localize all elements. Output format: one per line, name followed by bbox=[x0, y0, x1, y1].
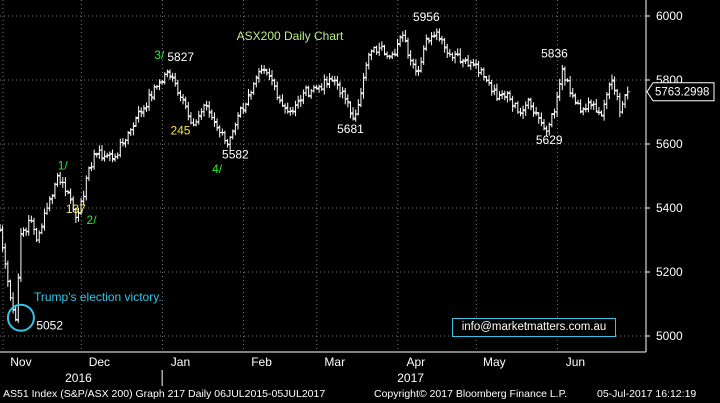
y-tick-label: 5400 bbox=[656, 201, 683, 215]
y-tick-label: 6000 bbox=[656, 9, 683, 23]
election-circle bbox=[6, 303, 35, 332]
annotation-label: 5836 bbox=[541, 47, 568, 61]
x-month-label: Mar bbox=[324, 355, 345, 369]
y-tick-label: 5600 bbox=[656, 137, 683, 151]
x-month-label: Apr bbox=[407, 355, 426, 369]
email-label[interactable]: info@marketmatters.com.au bbox=[452, 318, 616, 337]
y-tick-label: 5200 bbox=[656, 265, 683, 279]
annotation-label: 137 bbox=[66, 202, 86, 216]
last-price-marker bbox=[646, 82, 715, 102]
annotation-label: 5582 bbox=[222, 147, 249, 161]
annotation-label: 5827 bbox=[167, 50, 194, 64]
footer-middle: Copyright© 2017 Bloomberg Finance L.P. bbox=[374, 388, 568, 400]
grid-layer bbox=[0, 0, 646, 352]
email-text: info@marketmatters.com.au bbox=[461, 321, 607, 333]
x-month-label: Feb bbox=[251, 355, 272, 369]
footer-left: AS51 Index (S&P/ASX 200) Graph 217 Daily… bbox=[3, 388, 326, 400]
annotation-label: 5956 bbox=[413, 10, 440, 24]
x-month-label: Jun bbox=[566, 355, 585, 369]
x-year-label: 2017 bbox=[397, 371, 424, 385]
x-month-label: May bbox=[483, 355, 506, 369]
x-year-label: 2016 bbox=[65, 371, 92, 385]
x-month-label: Dec bbox=[89, 355, 110, 369]
price-bars bbox=[0, 28, 630, 323]
last-price-label: 5763.2998 bbox=[655, 87, 709, 99]
x-month-label: Nov bbox=[10, 355, 31, 369]
chart-title: ASX200 Daily Chart bbox=[237, 29, 344, 43]
x-month-label: Jan bbox=[171, 355, 190, 369]
annotation-label: 4/ bbox=[212, 162, 223, 176]
annotation-label: 1/ bbox=[58, 159, 69, 173]
annotation-label: Trump's election victory. bbox=[34, 290, 162, 304]
annotation-label: 5681 bbox=[337, 122, 364, 136]
y-tick-label: 5000 bbox=[656, 329, 683, 343]
footer-bar: AS51 Index (S&P/ASX 200) Graph 217 Daily… bbox=[0, 386, 720, 403]
annotation-label: 3/ bbox=[154, 48, 165, 62]
footer-right: 05-Jul-2017 16:12:19 bbox=[597, 388, 697, 400]
annotation-label: 5052 bbox=[36, 319, 63, 333]
annotation-label: 2/ bbox=[87, 213, 98, 227]
annotation-label: 5629 bbox=[536, 133, 563, 147]
annotation-label: 245 bbox=[170, 123, 190, 137]
